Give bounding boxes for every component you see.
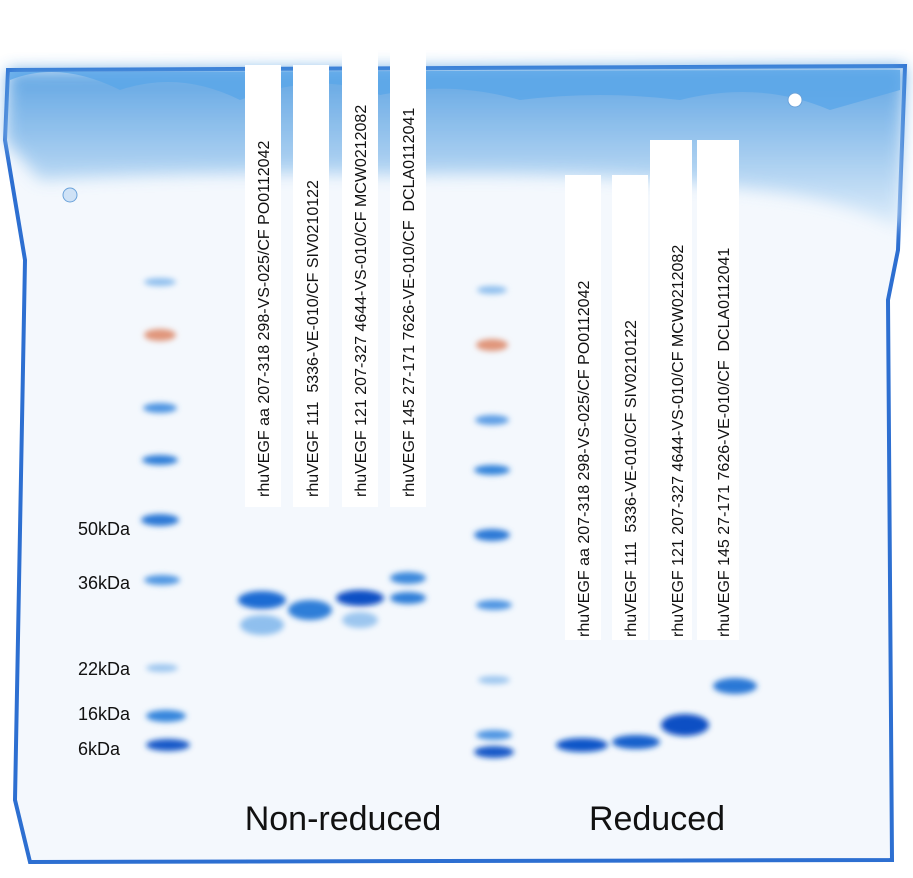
ladder <box>141 278 514 758</box>
lane-label-backgrounds <box>245 15 739 640</box>
marker-label: 22kDa <box>78 659 131 679</box>
sample-bands <box>238 572 757 752</box>
marker-label: 16kDa <box>78 704 131 724</box>
group-label: Non-reduced <box>245 800 442 838</box>
lane-label: rhuVEGF aa 207-318 298-VS-025/CF PO01120… <box>256 141 273 497</box>
group-label: Reduced <box>589 800 725 838</box>
marker-label: 50kDa <box>78 519 131 539</box>
lane-label: rhuVEGF aa 207-318 298-VS-025/CF PO01120… <box>576 281 593 637</box>
marker-label: 36kDa <box>78 573 131 593</box>
lane-label: rhuVEGF 145 27-171 7626-VE-010/CF DCLA01… <box>716 248 733 637</box>
marker-labels: 50kDa 36kDa 22kDa 16kDa 6kDa <box>78 519 131 759</box>
lane-label: rhuVEGF 145 27-171 7626-VE-010/CF DCLA01… <box>401 108 418 497</box>
lane-label: rhuVEGF 111 5336-VE-010/CF SIV0210122 <box>623 320 640 637</box>
gel <box>2 63 908 865</box>
marker-label: 6kDa <box>78 739 121 759</box>
lane-label: rhuVEGF 121 207-327 4644-VS-010/CF MCW02… <box>670 245 687 637</box>
lane-label: rhuVEGF 121 207-327 4644-VS-010/CF MCW02… <box>353 105 370 497</box>
lane-labels: rhuVEGF aa 207-318 298-VS-025/CF PO01120… <box>256 105 733 637</box>
lane-label: rhuVEGF 111 5336-VE-010/CF SIV0210122 <box>305 180 322 497</box>
